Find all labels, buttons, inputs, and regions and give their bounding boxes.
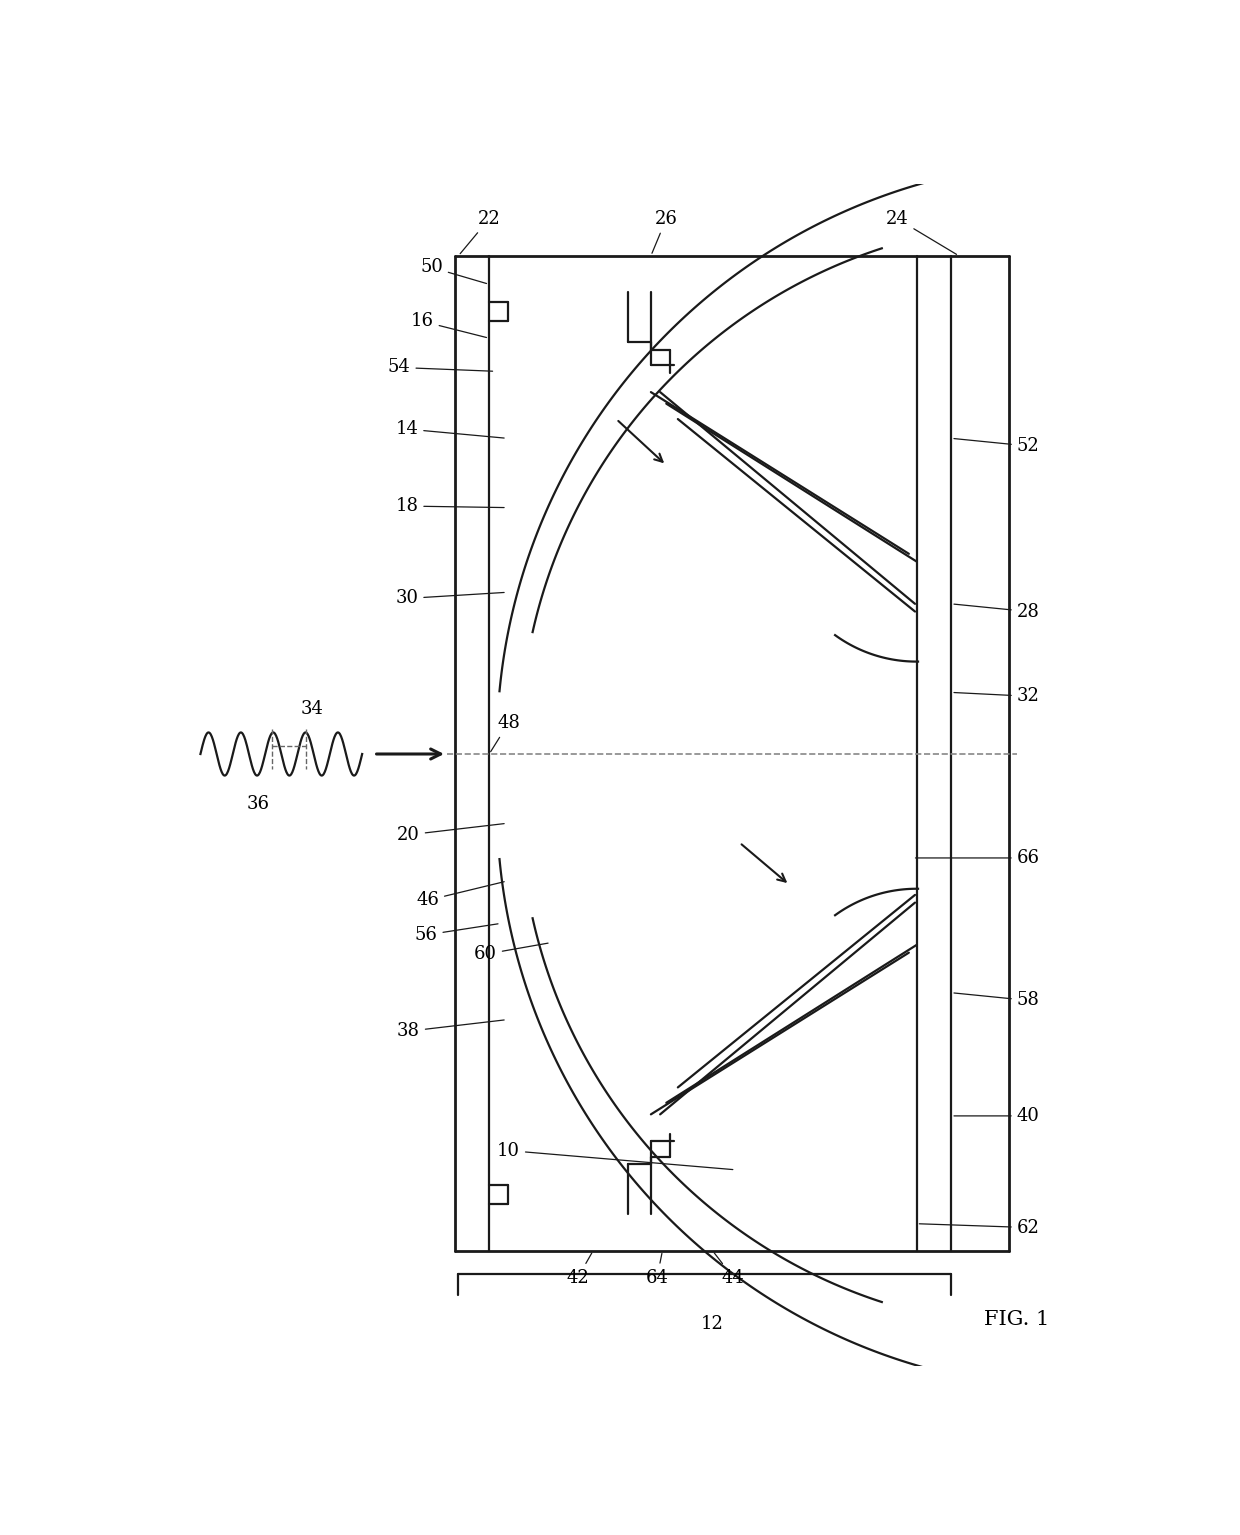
Text: 56: 56 — [414, 924, 498, 944]
Text: 40: 40 — [954, 1107, 1039, 1125]
Text: 14: 14 — [396, 421, 505, 437]
Text: 34: 34 — [300, 700, 324, 718]
Text: 50: 50 — [420, 258, 486, 284]
Text: 22: 22 — [460, 210, 501, 253]
Text: 66: 66 — [915, 849, 1039, 867]
Text: 64: 64 — [646, 1254, 668, 1286]
Text: 58: 58 — [954, 992, 1039, 1010]
Text: 30: 30 — [396, 589, 505, 608]
Text: 12: 12 — [701, 1315, 724, 1332]
Text: 54: 54 — [388, 359, 492, 376]
Text: 44: 44 — [714, 1253, 745, 1286]
Text: 20: 20 — [397, 824, 505, 844]
Text: 32: 32 — [954, 688, 1039, 705]
Text: 38: 38 — [397, 1019, 505, 1041]
Text: 36: 36 — [247, 795, 270, 814]
Text: 62: 62 — [919, 1219, 1039, 1237]
Text: 24: 24 — [885, 210, 956, 255]
Text: 16: 16 — [410, 312, 486, 338]
Text: 26: 26 — [652, 210, 678, 253]
Text: 60: 60 — [474, 942, 548, 962]
Text: 46: 46 — [417, 881, 505, 909]
Text: 10: 10 — [497, 1142, 733, 1170]
Text: 18: 18 — [396, 497, 505, 516]
Text: 42: 42 — [567, 1253, 591, 1286]
Text: 48: 48 — [491, 714, 520, 752]
Text: 28: 28 — [954, 603, 1039, 620]
Text: FIG. 1: FIG. 1 — [985, 1311, 1049, 1329]
Text: 52: 52 — [954, 437, 1039, 454]
